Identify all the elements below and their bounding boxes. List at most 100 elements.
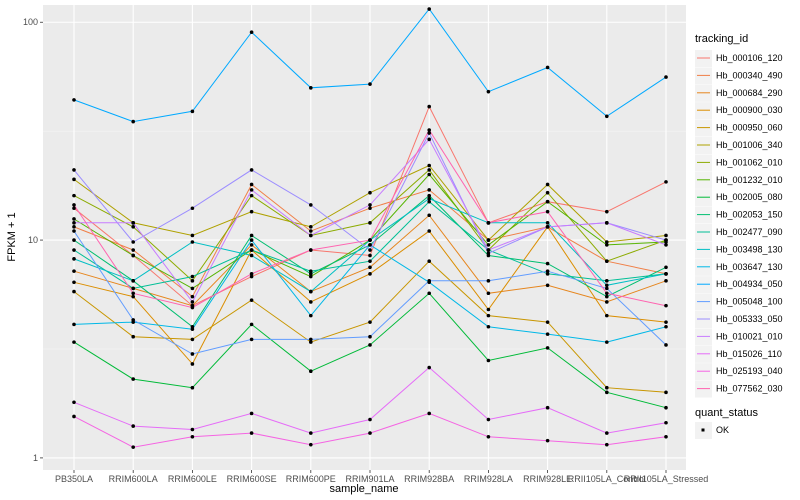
y-tick-label: 1 [33, 453, 38, 463]
data-point [368, 431, 372, 435]
data-point [664, 303, 668, 308]
data-point [190, 352, 195, 356]
data-point [545, 332, 550, 336]
data-point [249, 253, 254, 258]
data-point [190, 305, 195, 310]
legend-label: Hb_002005_080 [716, 192, 783, 202]
data-point [131, 294, 135, 299]
data-point [545, 261, 550, 266]
data-point [309, 269, 313, 273]
legend-item: Hb_077562_030 [695, 380, 783, 398]
data-point [190, 240, 195, 244]
legend-label: Hb_000106_120 [716, 53, 783, 63]
data-point [249, 193, 254, 198]
data-point [427, 279, 432, 283]
legend-item: Hb_000950_060 [695, 119, 783, 137]
data-point [190, 274, 195, 279]
x-axis: PB350LA RRIM600LA RRIM600LE RRIM600SE RRIM60… [55, 470, 708, 484]
data-point [605, 259, 609, 263]
legend-label: Hb_002477_090 [716, 227, 783, 237]
data-point [131, 279, 135, 283]
data-point [190, 427, 195, 432]
data-point [249, 337, 254, 342]
x-tick-label: RRIM600LA [109, 474, 158, 484]
data-point [72, 177, 76, 182]
data-point [368, 272, 372, 276]
data-point [309, 272, 313, 276]
data-point [545, 346, 550, 350]
data-point [545, 182, 550, 187]
legend-label: Hb_000900_030 [716, 105, 783, 115]
data-point [72, 248, 76, 252]
data-point [309, 274, 313, 279]
data-point [545, 65, 550, 70]
data-point [249, 431, 254, 435]
data-point [72, 400, 76, 405]
data-point [190, 109, 195, 114]
data-point [427, 259, 432, 263]
data-point [427, 128, 432, 132]
data-point [131, 225, 135, 229]
data-point [131, 334, 135, 339]
x-tick-label: RRIM901LA [345, 474, 394, 484]
data-point [190, 294, 195, 299]
legend-item: Hb_000684_290 [695, 84, 783, 102]
data-point [605, 385, 609, 390]
data-point [249, 238, 254, 242]
legend: tracking_id Hb_000106_120Hb_000340_490Hb… [695, 33, 783, 439]
data-point [545, 269, 550, 273]
data-point [605, 283, 609, 288]
legend-shape-items: OK [695, 422, 729, 439]
data-point [131, 248, 135, 252]
data-point [486, 221, 491, 225]
data-point [545, 438, 550, 443]
data-point [427, 193, 432, 198]
data-point [427, 229, 432, 233]
data-point [664, 75, 668, 79]
data-point [427, 365, 432, 370]
data-point [249, 209, 254, 214]
x-tick-label: RRIM928LE [523, 474, 572, 484]
legend-label: Hb_003647_130 [716, 262, 783, 272]
major-grid [43, 5, 686, 470]
data-point [249, 248, 254, 252]
data-point [605, 300, 609, 304]
data-point [545, 320, 550, 324]
data-point [72, 257, 76, 261]
legend-item: Hb_002005_080 [695, 189, 783, 207]
legend-label: Hb_015026_110 [716, 349, 782, 359]
x-tick-label: PB350LA [55, 474, 93, 484]
data-point [486, 89, 491, 94]
data-point [664, 324, 668, 329]
data-point [545, 283, 550, 288]
data-point [486, 248, 491, 252]
data-point [309, 248, 313, 252]
data-point [72, 203, 76, 207]
data-point [309, 229, 313, 233]
data-point [368, 343, 372, 347]
data-point [545, 405, 550, 410]
data-point [368, 203, 372, 207]
legend-label: Hb_000950_060 [716, 123, 783, 133]
data-point [605, 279, 609, 283]
data-point [605, 243, 609, 247]
data-point [486, 279, 491, 283]
data-point [486, 251, 491, 256]
data-point [605, 390, 609, 395]
data-point [664, 405, 668, 410]
data-point [664, 320, 668, 324]
data-point [72, 217, 76, 221]
data-point [664, 272, 668, 276]
data-point [368, 417, 372, 422]
data-point [249, 233, 254, 238]
data-point [605, 442, 609, 447]
data-point [427, 411, 432, 416]
data-point [249, 182, 254, 187]
legend-item: Hb_000106_120 [695, 50, 783, 67]
data-point [72, 193, 76, 198]
legend-color-items: Hb_000106_120 Hb_000340_490 Hb_000684_290 H… [695, 50, 783, 398]
data-point [368, 320, 372, 324]
data-point [486, 358, 491, 363]
legend-item: Hb_000340_490 [695, 67, 783, 85]
